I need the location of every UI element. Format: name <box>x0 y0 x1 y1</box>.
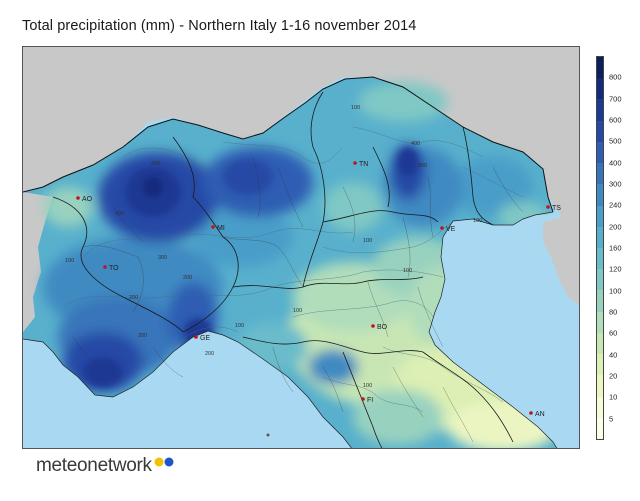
colorbar-segment <box>597 396 603 418</box>
contour-label: 100 <box>403 268 412 274</box>
city-label: VE <box>446 226 456 233</box>
contour-label: 300 <box>158 255 167 261</box>
contour-label: 200 <box>138 333 147 339</box>
city-label: TN <box>359 161 368 168</box>
province-borders <box>72 156 524 443</box>
colorbar-segment <box>597 163 603 185</box>
contour-label: 100 <box>293 308 302 314</box>
contour-label-group: 400 400 300 400 200 200 100 200 100 200 … <box>65 105 482 389</box>
colorbar-segment <box>597 269 603 291</box>
region-borders <box>52 91 514 448</box>
foreign-land-east <box>543 217 579 306</box>
city-bologna[interactable]: BO <box>371 324 388 331</box>
city-label: BO <box>377 324 388 331</box>
city-ancona[interactable]: AN <box>529 411 545 418</box>
colorbar-tick-label: 5 <box>609 414 614 424</box>
national-border <box>23 76 554 213</box>
colorbar-segment <box>597 78 603 100</box>
colorbar-tick-label: 240 <box>609 200 622 210</box>
colorbar-tick-label: 80 <box>609 307 618 317</box>
colorbar-segment <box>597 354 603 376</box>
contour-label: 100 <box>351 105 360 111</box>
precip-field <box>23 77 558 448</box>
contour-label: 300 <box>418 163 427 169</box>
contour-label: 100 <box>65 258 74 264</box>
colorbar-segment <box>597 57 603 79</box>
colorbar-tick-label: 500 <box>609 136 622 146</box>
foreign-land-west <box>23 187 53 332</box>
city-aosta[interactable]: AO <box>76 196 93 203</box>
colorbar-tick-label: 120 <box>609 264 622 274</box>
city-venezia[interactable]: VE <box>440 226 456 233</box>
city-label: AN <box>535 411 545 418</box>
city-label: MI <box>217 225 225 232</box>
colorbar-segment <box>597 184 603 206</box>
map-title: Total precipitation (mm) - Northern Ital… <box>22 18 417 34</box>
colorbar-tick-label: 100 <box>609 286 622 296</box>
colorbar-segment <box>597 417 603 439</box>
city-label: TO <box>109 265 119 272</box>
city-torino[interactable]: TO <box>103 265 119 272</box>
colorbar-segment <box>597 226 603 248</box>
contour-label: 200 <box>205 351 214 357</box>
contour-label: 100 <box>235 323 244 329</box>
meteonetwork-logo-text: meteonetwork <box>36 455 152 476</box>
contour-label: 200 <box>129 295 138 301</box>
city-label: AO <box>82 196 93 203</box>
colorbar-tick-label: 160 <box>609 243 622 253</box>
colorbar-segment <box>597 99 603 121</box>
colorbar-tick-label: 200 <box>609 222 622 232</box>
colorbar-tick-label: 10 <box>609 392 618 402</box>
contour-label: 100 <box>363 383 372 389</box>
city-genova[interactable]: GE <box>194 335 210 342</box>
venice-lagoon <box>441 219 461 257</box>
coastline <box>23 330 352 448</box>
precipitation-map: 400 400 300 400 200 200 100 200 100 200 … <box>22 46 580 449</box>
contour-label: 100 <box>473 218 482 224</box>
contour-label: 400 <box>151 161 160 167</box>
colorbar-segment <box>597 375 603 397</box>
city-markers: AO TO MI GE TN VE <box>76 161 561 418</box>
city-label: GE <box>200 335 210 342</box>
colorbar-segment <box>597 120 603 142</box>
colorbar-tick-label: 800 <box>609 72 622 82</box>
city-label: FI <box>367 397 373 404</box>
coastline-adriatic <box>428 211 558 448</box>
colorbar-segment <box>597 290 603 312</box>
colorbar-segment <box>597 141 603 164</box>
colorbar-tick-label: 20 <box>609 371 618 381</box>
colorbar-tick-label: 300 <box>609 179 622 189</box>
colorbar-segment <box>597 311 603 333</box>
city-label: TS <box>552 205 561 212</box>
city-trento[interactable]: TN <box>353 161 368 168</box>
colorbar-tick-label: 40 <box>609 350 618 360</box>
colorbar-tick-label: 600 <box>609 115 622 125</box>
colorbar-tick-label: 700 <box>609 94 622 104</box>
contour-label: 400 <box>115 211 124 217</box>
contour-label: 400 <box>411 141 420 147</box>
city-milano[interactable]: MI <box>211 225 225 232</box>
colorbar <box>596 56 604 440</box>
colorbar-segment <box>597 205 603 227</box>
colorbar-segment <box>597 247 603 270</box>
city-trieste[interactable]: TS <box>546 205 561 212</box>
colorbar-segment <box>597 332 603 355</box>
contour-label: 200 <box>183 275 192 281</box>
contour-label: 100 <box>363 238 372 244</box>
city-firenze[interactable]: FI <box>361 397 373 404</box>
island-marker <box>266 433 270 437</box>
logo-dots-icon <box>154 457 174 467</box>
colorbar-tick-label: 60 <box>609 328 618 338</box>
colorbar-tick-label: 400 <box>609 158 622 168</box>
